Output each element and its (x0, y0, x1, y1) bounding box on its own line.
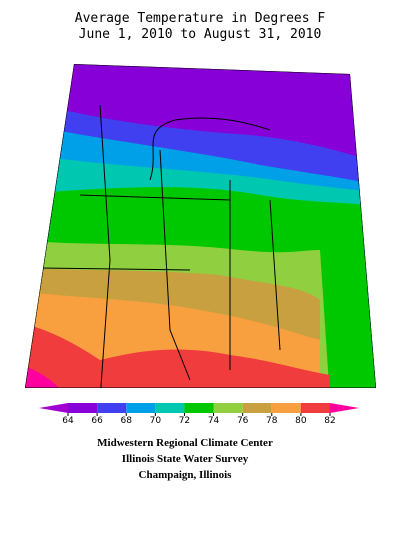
colorbar-tick-label: 76 (237, 416, 249, 426)
footer-line: Midwestern Regional Climate Center (97, 437, 273, 449)
colorbar-tick-label: 78 (266, 416, 278, 426)
colorbar-tick-label: 82 (324, 416, 335, 426)
colorbar-tick-label: 66 (91, 416, 103, 426)
colorbar-tick-label: 64 (62, 416, 74, 426)
colorbar-segment (213, 403, 243, 413)
colorbar-tick-label: 68 (120, 416, 132, 426)
colorbar-arrow (330, 403, 360, 413)
colorbar-segment (126, 403, 156, 413)
colorbar-tick-label: 70 (150, 416, 162, 426)
colorbar-segment (97, 403, 127, 413)
colorbar-segment (242, 403, 272, 413)
colorbar-arrow (38, 403, 68, 413)
footer-line: Champaign, Illinois (139, 469, 233, 481)
colorbar: 64 66 68 70 72 74 76 78 80 82 (38, 403, 360, 426)
subtitle: June 1, 2010 to August 31, 2010 (79, 27, 322, 42)
title: Average Temperature in Degrees F (75, 11, 326, 26)
colorbar-segment (155, 403, 185, 413)
map (25, 64, 376, 388)
colorbar-tick-label: 80 (295, 416, 307, 426)
colorbar-segment (184, 403, 214, 413)
colorbar-tick-label: 74 (208, 416, 220, 426)
colorbar-tick-label: 72 (179, 416, 190, 426)
footer-line: Illinois State Water Survey (122, 453, 249, 465)
colorbar-segment (300, 403, 330, 413)
colorbar-segment (271, 403, 301, 413)
colorbar-segment (68, 403, 98, 413)
